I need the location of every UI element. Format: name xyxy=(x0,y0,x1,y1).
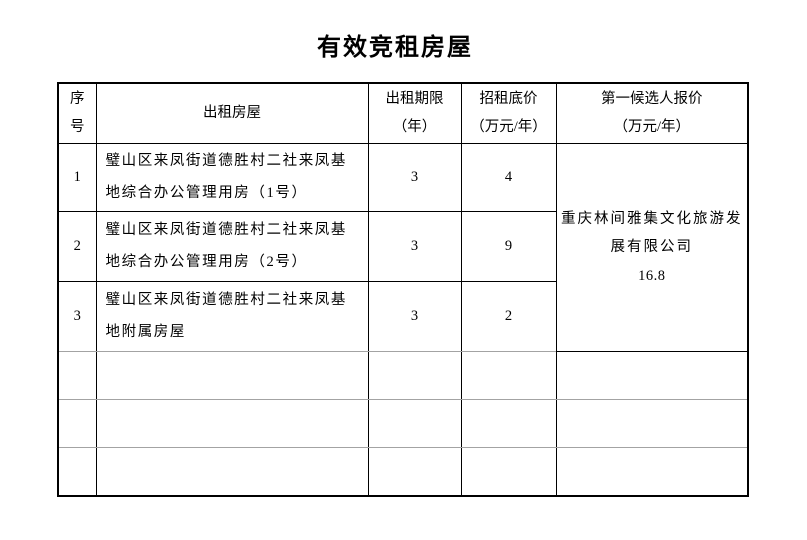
table-row: 3 璧山区来凤街道德胜村二社来凤基地附属房屋 3 2 xyxy=(57,281,748,353)
cell-empty xyxy=(460,399,557,449)
cell-index: 2 xyxy=(57,211,97,283)
cell-empty xyxy=(460,351,557,401)
rental-housing-table: 序 号 出租房屋 出租期限 （年） 招租底价 （万元/年） 第一候选人报价 （万… xyxy=(57,82,749,497)
page-title: 有效竞租房屋 xyxy=(317,34,473,61)
first-candidate-amount: 16.8 xyxy=(638,267,666,284)
cell-empty xyxy=(57,351,97,401)
cell-index: 3 xyxy=(57,281,97,353)
cell-empty xyxy=(367,447,462,497)
col-header-term: 出租期限 （年） xyxy=(367,82,462,145)
cell-empty xyxy=(57,447,97,497)
cell-property: 璧山区来凤街道德胜村二社来凤基地附属房屋 xyxy=(95,281,369,353)
table-row: 1 璧山区来凤街道德胜村二社来凤基地综合办公管理用房（1号） 3 4 重庆林间雅… xyxy=(57,143,749,353)
cell-base-price: 2 xyxy=(460,281,557,353)
cell-empty xyxy=(57,399,97,449)
cell-empty xyxy=(460,447,557,497)
cell-empty xyxy=(95,447,369,497)
cell-empty xyxy=(555,399,749,449)
cell-property: 璧山区来凤街道德胜村二社来凤基地综合办公管理用房（1号） xyxy=(95,143,369,213)
cell-property: 璧山区来凤街道德胜村二社来凤基地综合办公管理用房（2号） xyxy=(95,211,369,283)
cell-empty xyxy=(555,351,749,401)
col-header-base-price: 招租底价 （万元/年） xyxy=(460,82,557,145)
table-row-empty xyxy=(57,399,749,449)
table-row: 2 璧山区来凤街道德胜村二社来凤基地综合办公管理用房（2号） 3 9 xyxy=(57,211,748,283)
first-candidate-company: 重庆林间雅集文化旅游发展有限公司 xyxy=(561,211,743,256)
cell-first-candidate-bid: 重庆林间雅集文化旅游发展有限公司 16.8 xyxy=(555,143,749,353)
cell-empty xyxy=(367,351,462,401)
col-header-first-bid: 第一候选人报价 （万元/年） xyxy=(555,82,749,145)
col-header-property: 出租房屋 xyxy=(95,82,369,145)
cell-term: 3 xyxy=(367,211,462,283)
cell-empty xyxy=(367,399,462,449)
cell-empty xyxy=(555,447,749,497)
cell-term: 3 xyxy=(367,143,462,213)
cell-base-price: 9 xyxy=(460,211,557,283)
table-row-empty xyxy=(57,447,749,497)
col-header-index: 序 号 xyxy=(57,82,97,145)
cell-empty xyxy=(95,351,369,401)
cell-index: 1 xyxy=(57,143,97,213)
table-header-row: 序 号 出租房屋 出租期限 （年） 招租底价 （万元/年） 第一候选人报价 （万… xyxy=(57,82,749,145)
table-row-empty xyxy=(57,351,749,401)
cell-base-price: 4 xyxy=(460,143,557,213)
cell-term: 3 xyxy=(367,281,462,353)
cell-empty xyxy=(95,399,369,449)
